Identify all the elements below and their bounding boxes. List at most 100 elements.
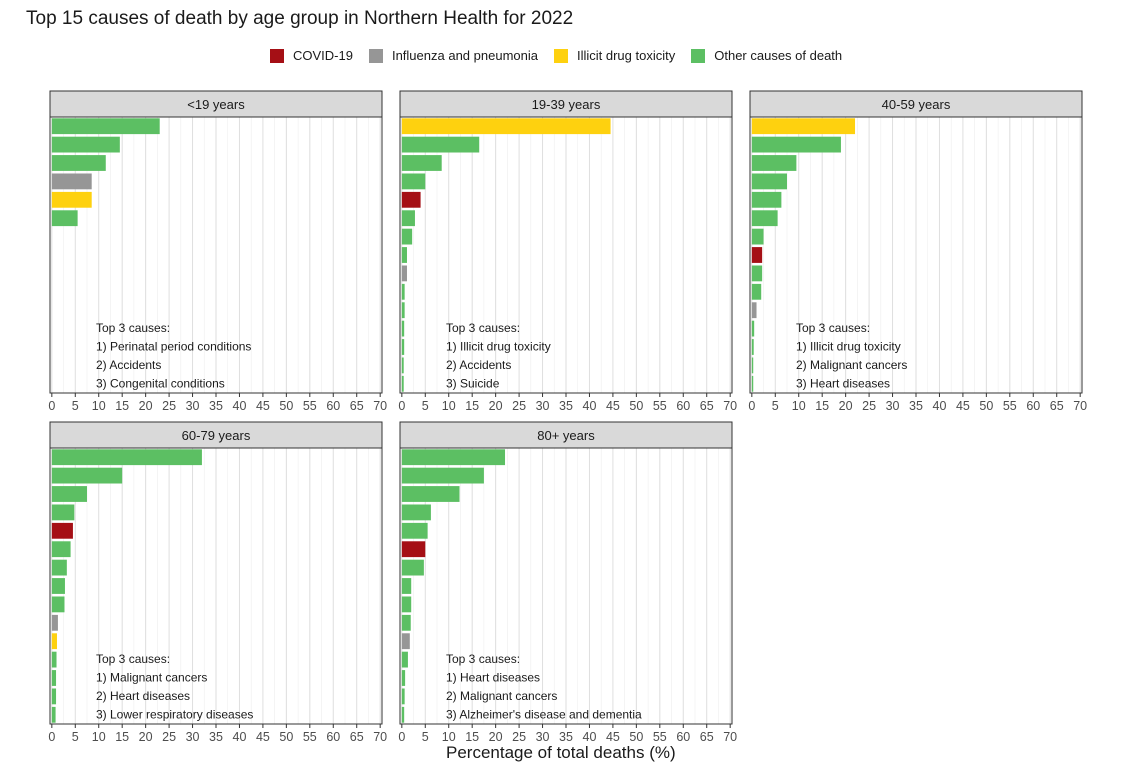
bar [751,191,782,208]
annotation-line: 2) Accidents [96,358,161,372]
x-tick-label: 30 [536,399,550,413]
bar [751,283,762,300]
bar [401,688,405,705]
bar [51,136,120,153]
bar [51,688,57,705]
x-tick-label: 35 [209,399,223,413]
bar [751,118,856,135]
bar [51,504,75,521]
bar [51,651,57,668]
bar [751,247,763,263]
x-tick-label: 40 [933,399,947,413]
x-tick-label: 45 [256,399,270,413]
bar [401,357,404,374]
x-tick-label: 55 [1003,399,1017,413]
annotation-line: 3) Heart diseases [796,377,890,391]
bar [401,541,426,558]
x-tick-label: 50 [629,730,643,744]
bar [51,614,58,631]
annotation-line: 1) Perinatal period conditions [96,340,251,354]
x-tick-label: 60 [676,730,690,744]
bar [401,670,406,686]
x-tick-label: 0 [398,730,405,744]
annotation-line: 1) Malignant cancers [96,671,207,685]
bar [51,559,67,576]
x-tick-label: 10 [92,399,106,413]
x-tick-label: 30 [186,399,200,413]
panel-strip [399,90,733,118]
x-tick-label: 40 [233,399,247,413]
legend-label-influenza: Influenza and pneumonia [391,48,538,63]
annotation-line: 3) Congenital conditions [96,377,225,391]
bar [751,136,841,153]
x-tick-label: 20 [489,399,503,413]
x-tick-label: 10 [442,399,456,413]
bar [401,504,431,521]
legend-swatch-influenza [368,48,383,63]
x-tick-label: 40 [233,730,247,744]
panel-4: 60-79 years 0 5 10 15 20 25 30 35 40 45 50 55 60 65 70 T… [48,421,387,744]
x-tick-label: 40 [583,730,597,744]
bar [401,210,415,227]
x-tick-label: 65 [1050,399,1064,413]
panel-2: 19-39 years 0 5 10 15 20 25 30 35 40 45 50 55 60 65 70 T… [398,90,737,413]
x-tick-label: 50 [629,399,643,413]
bar [751,228,764,245]
panel-strip [749,90,1083,118]
x-tick-label: 15 [465,399,479,413]
x-tick-label: 45 [956,399,970,413]
x-tick-label: 5 [422,399,429,413]
annotation-line: 3) Suicide [446,377,500,391]
annotation-line: 1) Illicit drug toxicity [796,340,901,354]
legend-item-influenza: Influenza and pneumonia [368,48,538,63]
x-tick-label: 50 [279,730,293,744]
x-tick-label: 25 [162,730,176,744]
annotation-line: Top 3 causes: [96,652,170,666]
bar [401,265,407,282]
annotation-line: 2) Heart diseases [96,689,190,703]
x-tick-label: 60 [326,730,340,744]
bar [401,118,611,135]
x-tick-label: 65 [350,399,364,413]
bar [401,283,405,300]
bar [751,210,778,227]
x-tick-label: 45 [606,730,620,744]
legend-label-other: Other causes of death [714,48,843,63]
chart-title: Top 15 causes of death by age group in N… [26,8,574,29]
x-tick-label: 20 [139,730,153,744]
bar [51,541,71,558]
x-tick-label: 10 [792,399,806,413]
x-tick-label: 50 [279,399,293,413]
x-tick-label: 55 [653,399,667,413]
annotation-line: 2) Malignant cancers [796,358,907,372]
bar [51,596,65,613]
annotation-line: Top 3 causes: [96,321,170,335]
x-tick-label: 30 [886,399,900,413]
x-tick-label: 65 [700,399,714,413]
bar [51,155,106,171]
bar [751,155,797,171]
bar [51,118,160,135]
x-tick-label: 40 [583,399,597,413]
x-tick-label: 0 [48,399,55,413]
bar [401,651,408,668]
x-tick-label: 20 [839,399,853,413]
bar [51,670,57,686]
x-tick-label: 5 [422,730,429,744]
x-tick-label: 70 [723,399,737,413]
bar [401,578,412,594]
panel-title: 19-39 years [532,97,601,112]
x-tick-label: 55 [303,730,317,744]
bar [51,522,73,539]
x-tick-label: 45 [256,730,270,744]
x-tick-label: 35 [209,730,223,744]
x-tick-label: 15 [115,730,129,744]
bar [401,173,426,190]
panel-3: 40-59 years 0 5 10 15 20 25 30 35 40 45 50 55 60 65 70 T… [748,90,1087,413]
bar [401,247,407,263]
panel-title: 80+ years [537,428,595,443]
x-tick-label: 20 [489,730,503,744]
x-tick-label: 0 [398,399,405,413]
panel-title: <19 years [187,97,245,112]
